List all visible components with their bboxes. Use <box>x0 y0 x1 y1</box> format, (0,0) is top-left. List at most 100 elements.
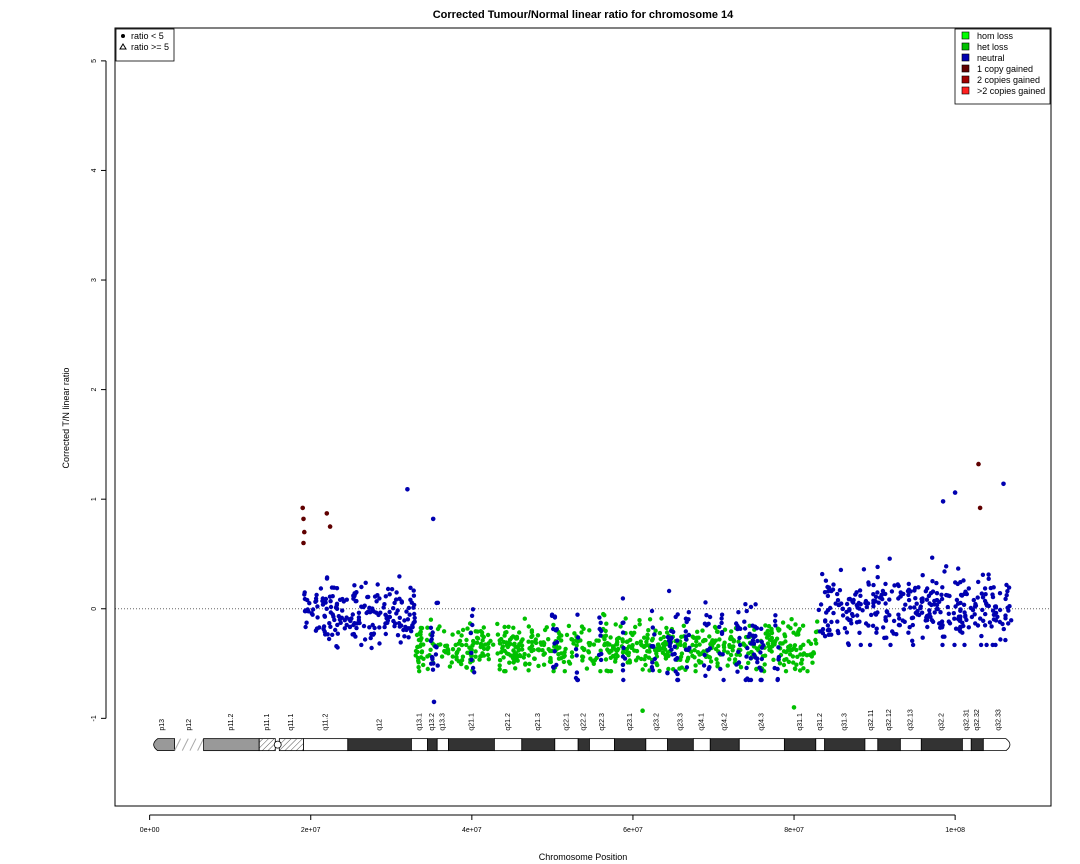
data-point <box>335 631 340 636</box>
data-point <box>340 608 345 613</box>
data-point <box>910 642 916 648</box>
data-point <box>717 637 722 642</box>
data-point <box>721 677 726 683</box>
data-point <box>647 617 653 622</box>
data-point <box>459 633 464 638</box>
data-point <box>526 639 531 644</box>
data-point <box>640 708 645 713</box>
data-point <box>303 608 308 613</box>
data-point <box>481 646 487 651</box>
data-point <box>654 661 659 666</box>
data-point <box>717 624 722 630</box>
data-point <box>989 624 994 629</box>
data-point <box>488 638 493 644</box>
y-tick-label: 1 <box>91 497 98 501</box>
data-point <box>459 642 465 648</box>
data-point <box>776 645 781 650</box>
data-point <box>318 586 324 591</box>
data-point <box>823 619 828 624</box>
band-label: q32.32 <box>974 709 981 731</box>
data-point <box>937 599 942 604</box>
data-point <box>840 606 845 612</box>
data-point <box>515 658 520 663</box>
data-point <box>787 652 793 657</box>
data-point <box>314 592 319 598</box>
shape-legend-label: ratio >= 5 <box>131 42 169 52</box>
data-point <box>575 612 580 617</box>
data-point <box>418 625 423 631</box>
data-point <box>844 630 850 635</box>
data-point <box>1003 616 1008 621</box>
data-point <box>364 610 369 616</box>
data-point <box>825 623 831 628</box>
data-point <box>621 677 626 683</box>
data-point <box>716 643 721 649</box>
data-point <box>797 626 802 632</box>
data-point <box>854 590 859 595</box>
data-point <box>975 595 980 600</box>
data-point <box>480 643 485 648</box>
data-point <box>334 606 340 611</box>
data-point <box>554 640 560 645</box>
data-point <box>371 609 376 614</box>
data-point <box>934 580 939 586</box>
data-point <box>906 630 911 635</box>
ideogram-band <box>783 738 817 752</box>
data-point <box>384 614 389 619</box>
data-point <box>519 643 525 648</box>
data-point <box>620 668 626 673</box>
data-point <box>303 624 308 630</box>
data-point <box>468 630 473 636</box>
data-point <box>329 585 335 590</box>
data-point <box>663 656 669 661</box>
data-point <box>957 618 962 623</box>
data-point <box>976 579 981 585</box>
data-point <box>883 591 888 597</box>
data-point <box>365 594 370 600</box>
data-point <box>573 647 579 652</box>
data-point <box>369 645 374 651</box>
ideogram-band <box>961 738 972 752</box>
data-point <box>354 621 360 626</box>
data-point <box>430 667 436 672</box>
data-point <box>808 652 813 658</box>
data-point <box>757 665 762 670</box>
data-point <box>520 637 525 642</box>
data-point <box>511 625 516 630</box>
data-point <box>611 645 616 650</box>
data-point <box>328 604 334 610</box>
data-point <box>818 602 824 607</box>
data-point <box>580 658 585 663</box>
data-point <box>748 604 754 610</box>
data-point <box>491 642 496 647</box>
data-point <box>823 578 829 583</box>
x-tick-label: 4e+07 <box>462 827 482 834</box>
data-point <box>932 610 937 615</box>
data-point <box>663 647 668 652</box>
data-point <box>456 647 461 652</box>
data-point <box>327 524 333 529</box>
data-point <box>411 605 416 610</box>
data-point <box>634 648 640 654</box>
data-point <box>664 625 669 631</box>
data-point <box>925 586 930 591</box>
data-point <box>336 614 341 619</box>
data-point <box>773 638 778 644</box>
data-point <box>679 634 684 639</box>
data-point <box>637 622 642 627</box>
band-label: q32.13 <box>908 709 915 731</box>
data-point <box>919 599 925 604</box>
data-point <box>928 614 933 620</box>
data-point <box>331 614 336 619</box>
ideogram-band <box>899 738 922 752</box>
data-point <box>958 629 963 634</box>
data-point <box>643 662 648 668</box>
data-point <box>307 601 312 606</box>
data-point <box>837 602 842 607</box>
ideogram-band <box>982 738 1011 752</box>
data-point <box>552 615 558 620</box>
data-point <box>997 591 1003 596</box>
data-point <box>938 620 943 626</box>
data-point <box>870 623 876 628</box>
data-point <box>551 664 556 670</box>
